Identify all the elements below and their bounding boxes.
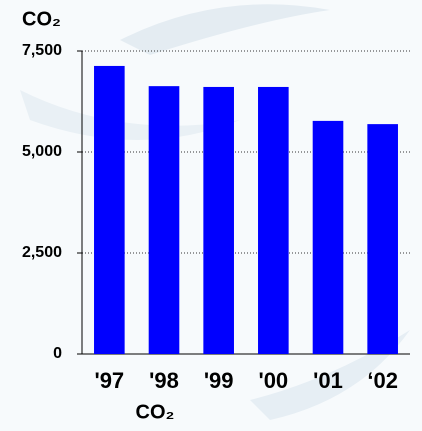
x-tick-label: '01 [313,368,343,393]
y-tick-label: 0 [53,345,62,362]
bar [94,65,125,354]
x-tick-label: '97 [94,368,124,393]
y-tick-label: 5,000 [22,143,62,160]
x-tick-label: '99 [204,368,234,393]
x-axis-label: CO₂ [136,401,175,423]
bar [367,124,398,355]
y-tick-label: 2,500 [22,244,62,261]
y-tick-label: 7,500 [22,42,62,59]
x-tick-label: '00 [258,368,288,393]
x-tick-label: '98 [149,368,179,393]
bar [312,120,344,354]
x-tick-label: ‘02 [367,368,398,393]
bar [148,86,180,354]
bar [203,86,234,355]
chart-title: CO₂ [22,8,61,30]
bar [258,86,289,355]
